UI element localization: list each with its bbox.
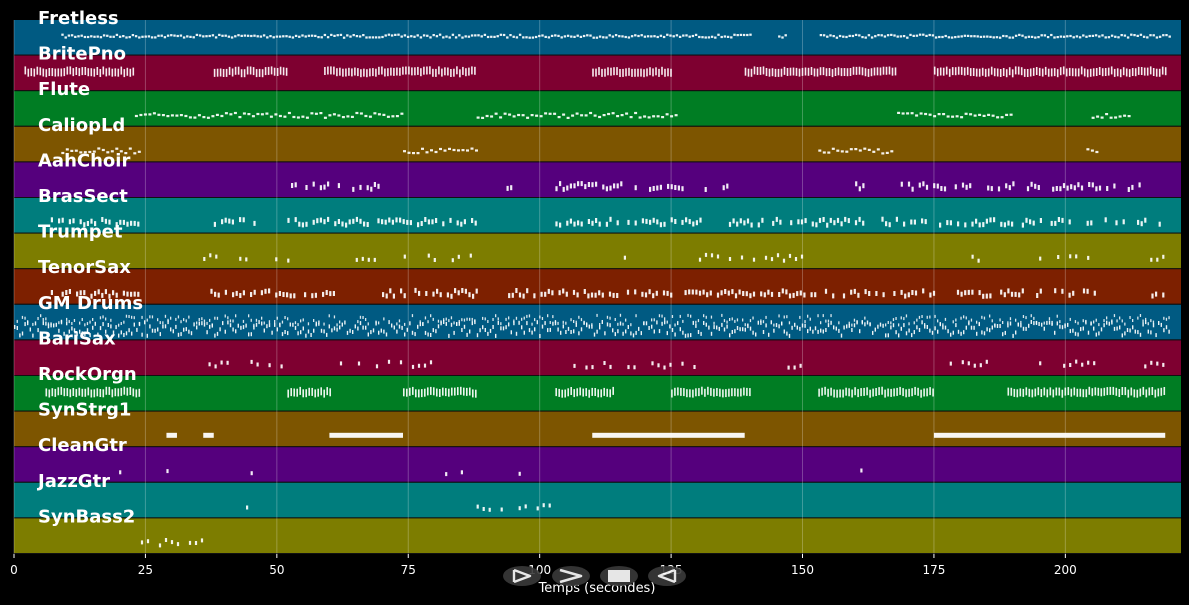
track-label: CaliopLd: [38, 115, 125, 136]
track-notes-jazzgtr: [246, 503, 551, 512]
track-notes-synstrg1: [166, 432, 1166, 438]
track-band-synstrg1: [14, 411, 1181, 447]
stop-button[interactable]: [600, 566, 638, 586]
x-tick-label: 175: [922, 563, 945, 577]
track-notes-britepno: [24, 66, 1167, 78]
track-notes-rockorgn: [45, 386, 1166, 398]
play-icon: [512, 569, 532, 583]
track-label: CleanGtr: [38, 435, 127, 456]
track-band-caliopld: [14, 126, 1181, 162]
track-notes-caliopld: [61, 147, 1099, 155]
track-band-trumpet: [14, 233, 1181, 269]
track-labels: Fretless BritePno Flute CaliopLd AahChoir Bra…: [36, 8, 143, 527]
track-label: BrasSect: [38, 186, 128, 207]
track-notes-gm-drums: [14, 313, 1170, 338]
x-tick-label: 50: [269, 563, 284, 577]
track-label: GM Drums: [38, 293, 143, 314]
x-tick-label: 0: [10, 563, 18, 577]
forward-button[interactable]: [552, 566, 590, 586]
note-marks: [14, 33, 1171, 548]
track-label: RockOrgn: [38, 364, 137, 385]
track-label: SynBass2: [38, 506, 135, 527]
track-label: Trumpet: [38, 222, 123, 243]
track-notes-brassect: [50, 216, 1161, 228]
track-notes-aahchoir: [291, 181, 1141, 192]
track-label: JazzGtr: [36, 471, 110, 492]
track-label: TenorSax: [38, 257, 131, 278]
stop-icon: [608, 570, 630, 582]
track-band-brassect: [14, 198, 1181, 233]
play-button[interactable]: [503, 566, 541, 586]
track-band-cleangtr: [14, 447, 1181, 482]
track-band-aahchoir: [14, 162, 1181, 197]
x-tick-label: 150: [791, 563, 814, 577]
track-label: Fretless: [38, 8, 119, 29]
track-notes-trumpet: [203, 252, 1165, 263]
track-label: SynStrg1: [38, 400, 131, 421]
x-axis: 0255075100125150175200: [10, 554, 1077, 577]
track-notes-flute: [134, 111, 1131, 119]
rewind-icon: [657, 569, 677, 583]
track-band-barisax: [14, 340, 1181, 375]
track-notes-cleangtr: [119, 468, 863, 477]
x-tick-label: 200: [1054, 563, 1077, 577]
track-label: AahChoir: [38, 150, 130, 171]
track-notes-tenorsax: [50, 287, 1165, 299]
forward-icon: [559, 569, 583, 583]
track-notes-synbass2: [140, 538, 204, 548]
track-label: Flute: [38, 79, 90, 100]
track-band-synbass2: [14, 518, 1181, 553]
track-label: BariSax: [38, 328, 116, 349]
track-band-flute: [14, 91, 1181, 126]
grid-lines: [13, 20, 1066, 554]
track-notes-barisax: [208, 359, 1165, 370]
track-bands: [14, 20, 1181, 554]
x-tick-label: 75: [401, 563, 416, 577]
rewind-button[interactable]: [648, 566, 686, 586]
track-band-tenorsax: [14, 269, 1181, 304]
track-label: BritePno: [38, 44, 126, 65]
x-axis-label: Temps (secondes): [538, 581, 656, 596]
track-band-jazzgtr: [14, 482, 1181, 518]
x-tick-label: 25: [138, 563, 153, 577]
track-notes-fretless: [61, 33, 1171, 39]
